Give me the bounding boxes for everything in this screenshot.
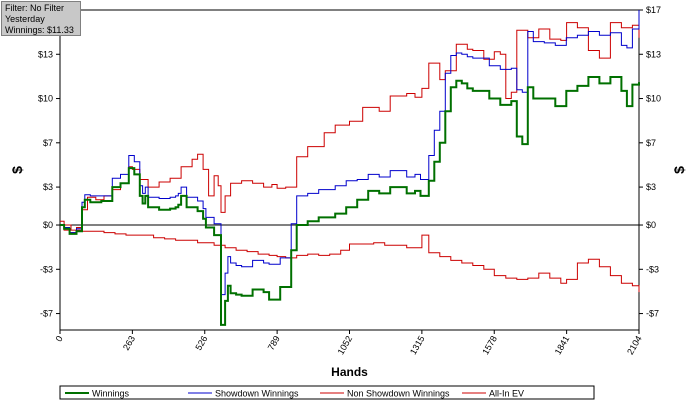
winnings-summary: Winnings: $11.33 [5, 25, 74, 35]
x-tick-label: 1052 [336, 334, 355, 356]
y-tick-label-left: $10 [38, 94, 53, 104]
y-tick-label-right: $10 [646, 94, 661, 104]
showdown-winnings-line [60, 10, 640, 296]
legend-item-non-showdown-winnings: Non Showdown Winnings [320, 389, 450, 399]
winnings-line [60, 76, 640, 326]
legend-label: Winnings [92, 389, 130, 399]
x-tick-label: 1315 [408, 334, 427, 356]
legend-label: All-In EV [489, 389, 524, 399]
y-tick-label-left: $0 [43, 220, 53, 230]
y-tick-label-right: -$3 [646, 264, 659, 274]
x-tick-label: 0 [54, 334, 65, 343]
y-tick-label-right: $13 [646, 49, 661, 59]
x-tick-label: 1578 [480, 334, 499, 356]
x-tick-label: 263 [121, 334, 137, 352]
y-axis-title-left: $ [9, 166, 25, 174]
y-tick-label-left: $13 [38, 49, 53, 59]
y-tick-label-left: -$3 [40, 264, 53, 274]
filter-label: Filter: No Filter [5, 3, 65, 13]
period-label: Yesterday [5, 14, 45, 24]
legend-label: Non Showdown Winnings [347, 389, 450, 399]
y-tick-label-right: $17 [646, 5, 661, 15]
legend-label: Showdown Winnings [215, 389, 299, 399]
y-tick-label-left: $3 [43, 182, 53, 192]
plot-frame [59, 9, 640, 331]
legend-item-showdown-winnings: Showdown Winnings [188, 389, 299, 399]
legend-item-winnings: Winnings [65, 389, 130, 399]
x-tick-label: 789 [266, 334, 282, 352]
non-showdown-winnings-line [60, 224, 640, 293]
y-axis-title-right: $ [671, 166, 687, 174]
y-tick-label-left: $7 [43, 138, 53, 148]
x-tick-label: 2104 [625, 334, 644, 356]
x-axis-title: Hands [331, 365, 368, 379]
x-tick-label: 1841 [553, 334, 572, 356]
filter-info-box: Filter: No Filter Yesterday Winnings: $1… [1, 1, 81, 36]
y-tick-label-right: $7 [646, 138, 656, 148]
y-tick-label-right: $0 [646, 220, 656, 230]
y-tick-label-right: -$7 [646, 309, 659, 319]
x-tick-label: 526 [193, 334, 209, 352]
y-tick-label-right: $3 [646, 182, 656, 192]
legend-item-all-in-ev: All-In EV [462, 389, 524, 399]
y-tick-label-left: -$7 [40, 309, 53, 319]
